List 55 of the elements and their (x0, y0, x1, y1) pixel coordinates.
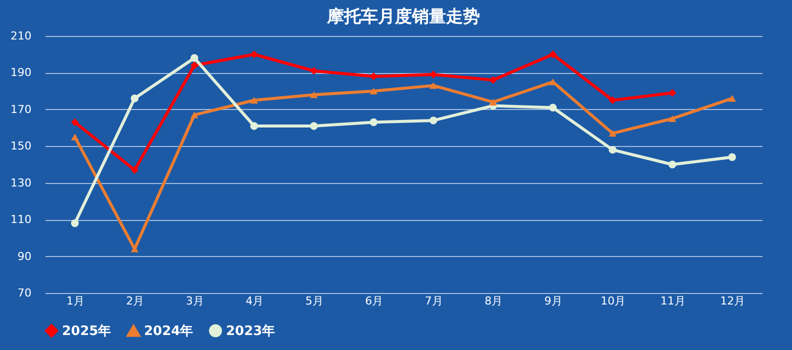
x-tick-label: 8月 (484, 294, 503, 308)
x-tick-label: 4月 (246, 294, 264, 308)
y-tick-label: 150 (10, 140, 32, 153)
point (668, 89, 676, 97)
point (190, 112, 198, 118)
x-tick-label: 2月 (126, 294, 144, 308)
point (130, 94, 138, 102)
point (310, 122, 318, 130)
point (130, 166, 138, 174)
legend-label: 2025年 (62, 324, 112, 339)
point (71, 134, 79, 140)
point (549, 104, 557, 112)
y-tick-label: 210 (10, 30, 32, 42)
x-tick-label: 10月 (600, 294, 626, 308)
point (430, 70, 438, 78)
point (608, 146, 616, 154)
point (430, 82, 438, 89)
point (71, 118, 79, 126)
point (728, 153, 736, 162)
x-tick-label: 9月 (544, 294, 562, 308)
point (728, 95, 736, 102)
point (250, 122, 258, 130)
point (310, 67, 318, 75)
y-tick-label: 170 (10, 102, 32, 116)
x-tick-label: 11月 (660, 294, 686, 308)
x-tick-label: 3月 (186, 294, 204, 308)
point (489, 76, 497, 84)
point (250, 50, 258, 58)
point (250, 96, 258, 104)
point (190, 54, 198, 62)
chart-title: 摩托车月度销量走势 (326, 7, 480, 27)
point (370, 118, 378, 126)
point (668, 115, 676, 122)
point (310, 91, 318, 98)
point (608, 96, 616, 104)
x-tick-label: 6月 (365, 294, 384, 308)
point (190, 62, 198, 70)
x-tick-label: 1月 (66, 294, 84, 308)
x-tick-label: 12月 (720, 294, 746, 308)
point (71, 219, 79, 228)
point (370, 88, 378, 94)
point (549, 50, 557, 58)
y-tick-label: 90 (18, 250, 32, 263)
y-tick-label: 110 (10, 213, 32, 226)
y-tick-label: 130 (10, 176, 32, 190)
y-tick-label: 190 (10, 66, 32, 80)
point (430, 116, 438, 124)
legend-label: 2023年 (226, 324, 276, 339)
x-tick-label: 7月 (424, 294, 443, 308)
y-tick-label: 70 (18, 286, 32, 300)
point (668, 160, 676, 168)
legend-label: 2024年 (144, 324, 194, 340)
point (608, 130, 616, 137)
point (489, 98, 497, 106)
x-tick-label: 5月 (305, 294, 324, 308)
